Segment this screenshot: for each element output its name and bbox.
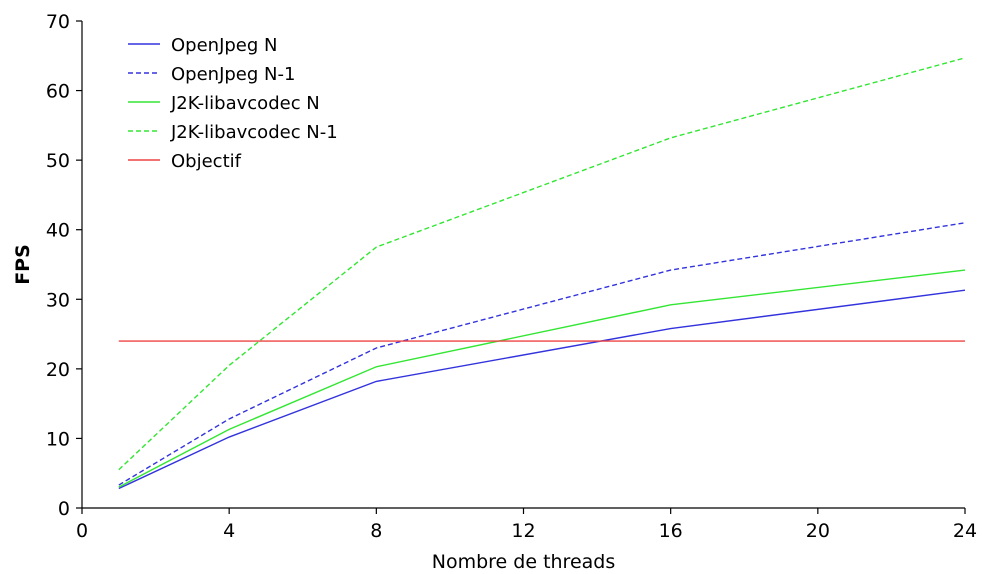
y-axis-title: FPS	[12, 244, 34, 285]
y-tick-label: 40	[46, 220, 70, 242]
x-tick-label: 12	[511, 520, 535, 542]
x-tick-label: 20	[806, 520, 830, 542]
y-ticks: 0 10 20 30 40 50 60 70	[46, 11, 82, 520]
x-tick-label: 16	[659, 520, 683, 542]
series-line-j2k-libavcodec-n	[118, 269, 966, 488]
x-axis-title: Nombre de threads	[432, 551, 616, 573]
series-line-j2k-libavcodec-n-1	[118, 57, 966, 471]
x-tick-label: 24	[953, 520, 977, 542]
x-tick-label: 8	[370, 520, 382, 542]
series-line-openjpeg-n	[118, 289, 966, 490]
x-tick-label: 0	[76, 520, 88, 542]
y-tick-label: 20	[46, 359, 70, 381]
y-tick-label: 70	[46, 11, 70, 33]
legend-label-j2k-libavcodec-n: J2K-libavcodec N	[170, 93, 320, 114]
legend: OpenJpeg N OpenJpeg N-1 J2K-libavcodec N J2…	[128, 35, 338, 172]
y-tick-label: 10	[46, 428, 70, 450]
series-line-openjpeg-n-1	[118, 222, 966, 486]
legend-label-objectif: Objectif	[171, 151, 242, 172]
x-tick-label: 4	[223, 520, 235, 542]
legend-label-openjpeg-n: OpenJpeg N	[171, 35, 278, 56]
series-layer	[118, 57, 966, 490]
legend-label-openjpeg-n-1: OpenJpeg N-1	[171, 64, 295, 85]
y-tick-label: 50	[46, 150, 70, 172]
y-tick-label: 60	[46, 81, 70, 103]
y-tick-label: 30	[46, 289, 70, 311]
legend-label-j2k-libavcodec-n-1: J2K-libavcodec N-1	[170, 122, 338, 143]
y-tick-label: 0	[58, 498, 70, 520]
x-ticks: 0 4 8 12 16 20 24	[76, 508, 977, 542]
plot-area: 0 4 8 12 16 20 24 0 10 20 30 40 50 60 70	[46, 11, 977, 542]
